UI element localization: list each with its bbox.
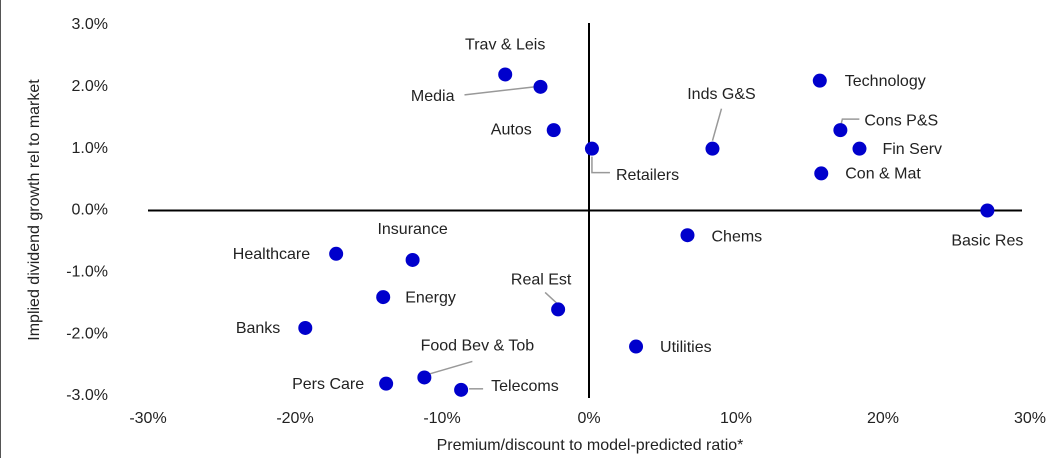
x-tick-label: 0% bbox=[577, 410, 600, 427]
point bbox=[584, 141, 599, 156]
point-label: Inds G&S bbox=[687, 86, 755, 103]
point-label: Real Est bbox=[511, 272, 572, 289]
point-label: Media bbox=[411, 88, 455, 105]
point bbox=[833, 123, 848, 138]
point bbox=[376, 290, 391, 305]
x-tick-label: -20% bbox=[276, 410, 313, 427]
point bbox=[298, 320, 313, 335]
point bbox=[852, 141, 867, 156]
point-label: Cons P&S bbox=[864, 112, 938, 129]
point-label: Energy bbox=[405, 289, 456, 306]
leader-line bbox=[591, 156, 610, 174]
point bbox=[546, 123, 561, 138]
point bbox=[405, 252, 420, 267]
x-tick-label: 10% bbox=[720, 410, 752, 427]
point bbox=[680, 228, 695, 243]
point-label: Pers Care bbox=[292, 376, 364, 393]
point bbox=[812, 73, 827, 88]
point-label: Autos bbox=[491, 121, 532, 138]
point-label: Con & Mat bbox=[845, 166, 921, 183]
point bbox=[454, 382, 469, 397]
y-tick-label: 2.0% bbox=[72, 78, 108, 95]
y-tick-label: -3.0% bbox=[66, 387, 108, 404]
y-tick-label: 0.0% bbox=[72, 202, 108, 219]
x-tick-label: -30% bbox=[129, 410, 166, 427]
y-tick-label: 3.0% bbox=[72, 16, 108, 33]
point-label: Fin Serv bbox=[882, 141, 942, 158]
x-tick-label: 30% bbox=[1014, 410, 1046, 427]
point bbox=[329, 246, 344, 261]
point-label: Utilities bbox=[660, 339, 712, 356]
leader-line bbox=[711, 108, 723, 141]
leader-line bbox=[544, 291, 559, 305]
y-tick-label: 1.0% bbox=[72, 140, 108, 157]
point bbox=[980, 203, 995, 218]
y-tick-label: -1.0% bbox=[66, 264, 108, 281]
point-label: Retailers bbox=[616, 167, 679, 184]
x-tick-label: -10% bbox=[423, 410, 460, 427]
point-label: Food Bev & Tob bbox=[421, 338, 535, 355]
point-label: Technology bbox=[845, 73, 926, 90]
point-label: Insurance bbox=[377, 221, 447, 238]
x-axis-title: Premium/discount to model-predicted rati… bbox=[437, 437, 744, 454]
point bbox=[629, 339, 644, 354]
y-tick-label: -2.0% bbox=[66, 325, 108, 342]
y-axis-title: Implied dividend growth rel to market bbox=[26, 79, 43, 341]
x-tick-label: 20% bbox=[867, 410, 899, 427]
point bbox=[814, 166, 829, 181]
point bbox=[379, 376, 394, 391]
point-label: Banks bbox=[236, 320, 280, 337]
point bbox=[498, 67, 513, 82]
point-label: Chems bbox=[711, 228, 762, 245]
point-label: Trav & Leis bbox=[465, 37, 545, 54]
leader-line bbox=[424, 360, 473, 377]
point-label: Healthcare bbox=[233, 246, 310, 263]
point bbox=[417, 370, 432, 385]
point bbox=[705, 141, 720, 156]
point-label: Telecoms bbox=[491, 378, 559, 395]
point bbox=[533, 79, 548, 94]
point-label: Basic Res bbox=[951, 233, 1023, 250]
point bbox=[551, 302, 566, 317]
leader-line bbox=[464, 86, 535, 96]
